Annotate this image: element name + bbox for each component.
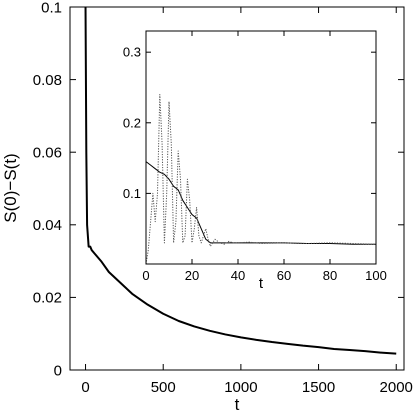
- inset-y-tick-label: 0.1: [123, 186, 141, 201]
- inset-x-tick-label: 80: [323, 268, 337, 283]
- main-y-tick-label: 0.1: [41, 0, 62, 16]
- inset-y-tick-label: 0.2: [123, 115, 141, 130]
- inset-series-dotted-line: [145, 94, 377, 265]
- inset-x-tick-label: 20: [185, 268, 199, 283]
- main-y-tick-label: 0.06: [33, 144, 62, 161]
- inset-x-tick-label: 0: [142, 268, 149, 283]
- inset-axis-ticks: 0 20 40 60 80 100 0.1 0.2 0.3: [123, 31, 387, 283]
- main-series-group: [84, 6, 397, 355]
- inset-x-tick-label: 100: [365, 268, 387, 283]
- main-y-tick-label: 0.08: [33, 72, 62, 89]
- main-y-axis-label: S(0)−S(t): [1, 153, 20, 222]
- main-x-axis-label: t: [235, 395, 240, 414]
- inset-series-group: [145, 94, 377, 265]
- inset-y-tick-label: 0.3: [123, 45, 141, 60]
- main-x-tick-label: 2000: [380, 379, 413, 396]
- main-y-tick-label: 0: [54, 362, 62, 379]
- main-x-tick-label: 0: [81, 379, 89, 396]
- inset-x-tick-label: 60: [277, 268, 291, 283]
- main-x-tick-label: 1000: [224, 379, 257, 396]
- main-x-tick-label: 500: [151, 379, 176, 396]
- main-x-tick-label: 1500: [302, 379, 335, 396]
- main-series-solid-line: [84, 6, 397, 355]
- inset-x-axis-label: t: [259, 275, 264, 292]
- main-plot-frame: [69, 6, 405, 371]
- inset-plot-background: [146, 31, 376, 264]
- main-y-tick-label: 0.02: [33, 290, 62, 307]
- inset-x-tick-label: 40: [231, 268, 245, 283]
- inset-plot-frame: [145, 30, 377, 265]
- main-y-tick-label: 0.04: [33, 217, 62, 234]
